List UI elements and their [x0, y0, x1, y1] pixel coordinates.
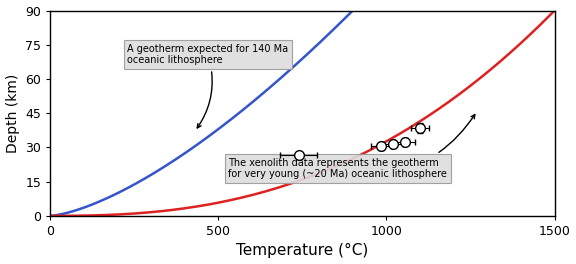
Text: A geotherm expected for 140 Ma
oceanic lithosphere: A geotherm expected for 140 Ma oceanic l… [127, 44, 289, 128]
Y-axis label: Depth (km): Depth (km) [6, 74, 20, 153]
X-axis label: Temperature (°C): Temperature (°C) [236, 243, 369, 258]
Text: The xenolith data represents the geotherm
for very young (~20 Ma) oceanic lithos: The xenolith data represents the geother… [228, 115, 475, 179]
